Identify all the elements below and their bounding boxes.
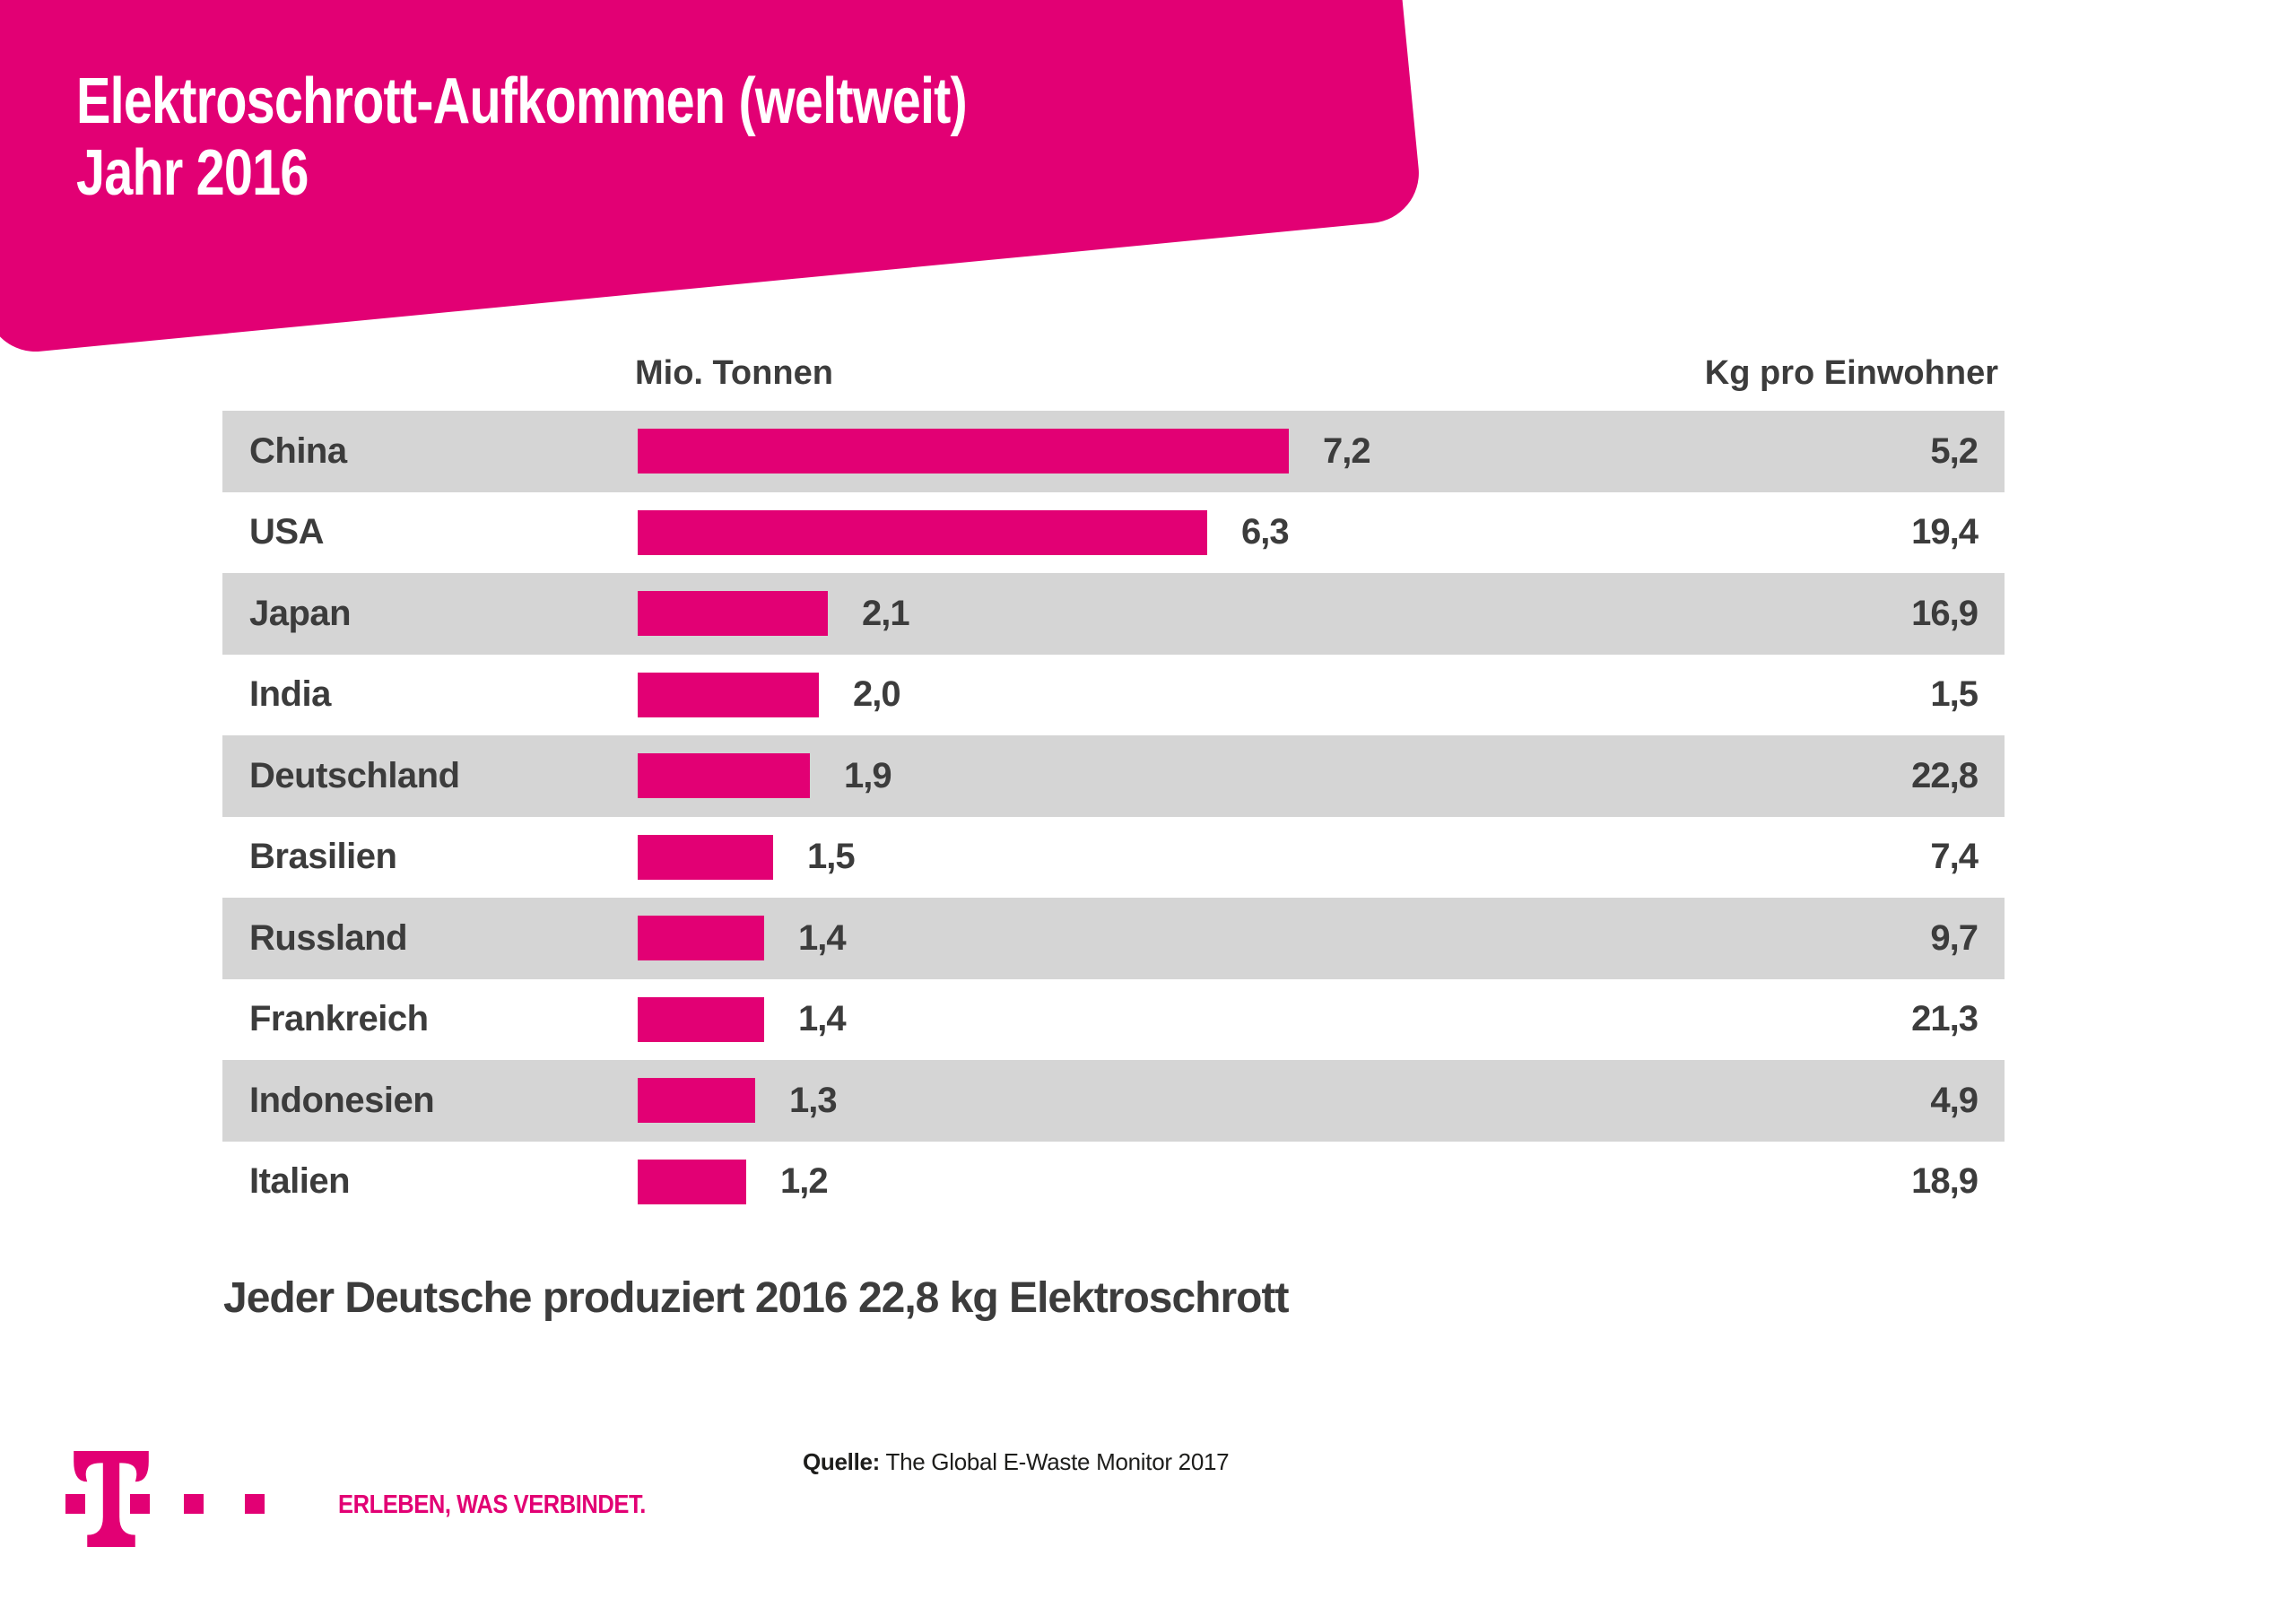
- country-label: Brasilien: [249, 837, 397, 877]
- source-line: Quelle: The Global E-Waste Monitor 2017: [803, 1448, 1230, 1476]
- country-label: Japan: [249, 593, 352, 633]
- mio-tonnen-bar: [638, 1078, 755, 1123]
- mio-tonnen-bar: [638, 509, 1207, 555]
- page-title: Elektroschrott-Aufkommen (weltweit) Jahr…: [76, 65, 1081, 209]
- table-row: Japan 2,1 16,9: [222, 573, 2005, 655]
- table-row: Brasilien 1,5 7,4: [222, 817, 2005, 899]
- kg-pro-einwohner-value: 16,9: [1911, 593, 1979, 633]
- telekom-t-icon: [74, 1451, 149, 1547]
- telekom-logo: [65, 1450, 281, 1549]
- mio-tonnen-bar: [638, 591, 828, 636]
- mio-tonnen-bar: [638, 1159, 746, 1204]
- country-label: Deutschland: [249, 755, 460, 795]
- kg-pro-einwohner-value: 4,9: [1930, 1080, 1979, 1120]
- logo-square-icon: [130, 1494, 150, 1514]
- mio-tonnen-value: 1,9: [844, 755, 892, 795]
- kg-pro-einwohner-value: 7,4: [1930, 837, 1979, 877]
- logo-square-icon: [245, 1494, 265, 1514]
- table-row: Italien 1,2 18,9: [222, 1142, 2005, 1223]
- table-row: USA 6,3 19,4: [222, 492, 2005, 574]
- country-label: China: [249, 430, 347, 471]
- kg-pro-einwohner-value: 9,7: [1930, 917, 1979, 958]
- mio-tonnen-bar: [638, 996, 764, 1042]
- country-label: Italien: [249, 1161, 351, 1202]
- country-label: Indonesien: [249, 1080, 435, 1120]
- logo-square-icon: [184, 1494, 204, 1514]
- column-header-mio-tonnen: Mio. Tonnen: [635, 354, 833, 392]
- column-header-kg-pro-einwohner: Kg pro Einwohner: [1704, 354, 1998, 392]
- table-row: Frankreich 1,4 21,3: [222, 979, 2005, 1061]
- mio-tonnen-bar: [638, 753, 810, 798]
- mio-tonnen-value: 1,2: [780, 1161, 829, 1202]
- source-label: Quelle:: [803, 1448, 881, 1475]
- kg-pro-einwohner-value: 18,9: [1911, 1161, 1979, 1202]
- mio-tonnen-value: 1,3: [789, 1080, 838, 1120]
- country-label: Frankreich: [249, 999, 429, 1039]
- title-line-2: Jahr 2016: [76, 137, 309, 209]
- table-row: India 2,0 1,5: [222, 655, 2005, 736]
- mio-tonnen-bar: [638, 429, 1289, 474]
- mio-tonnen-value: 1,4: [798, 999, 847, 1039]
- logo-square-icon: [65, 1494, 85, 1514]
- table-row: Deutschland 1,9 22,8: [222, 735, 2005, 817]
- kg-pro-einwohner-value: 19,4: [1911, 512, 1979, 552]
- mio-tonnen-value: 2,1: [862, 593, 910, 633]
- source-text: The Global E-Waste Monitor 2017: [880, 1448, 1230, 1475]
- kg-pro-einwohner-value: 21,3: [1911, 999, 1979, 1039]
- table-row: Russland 1,4 9,7: [222, 898, 2005, 979]
- kg-pro-einwohner-value: 22,8: [1911, 755, 1979, 795]
- mio-tonnen-value: 1,5: [807, 837, 856, 877]
- mio-tonnen-bar: [638, 834, 773, 880]
- mio-tonnen-bar: [638, 916, 764, 960]
- mio-tonnen-value: 6,3: [1241, 512, 1290, 552]
- kg-pro-einwohner-value: 1,5: [1930, 674, 1979, 715]
- brand-claim: ERLEBEN, WAS VERBINDET.: [338, 1490, 646, 1519]
- annotation-text: Jeder Deutsche produziert 2016 22,8 kg E…: [223, 1274, 1289, 1322]
- mio-tonnen-value: 7,2: [1323, 430, 1371, 471]
- table-row: Indonesien 1,3 4,9: [222, 1060, 2005, 1142]
- title-line-1: Elektroschrott-Aufkommen (weltweit): [76, 65, 968, 137]
- mio-tonnen-value: 1,4: [798, 917, 847, 958]
- table-row: China 7,2 5,2: [222, 411, 2005, 492]
- country-label: India: [249, 674, 331, 715]
- mio-tonnen-bar: [638, 672, 819, 717]
- mio-tonnen-value: 2,0: [853, 674, 901, 715]
- kg-pro-einwohner-value: 5,2: [1930, 430, 1979, 471]
- country-label: Russland: [249, 917, 408, 958]
- country-label: USA: [249, 512, 324, 552]
- bar-chart: China 7,2 5,2 USA 6,3 19,4 Japan 2,1 16,…: [222, 411, 2005, 1222]
